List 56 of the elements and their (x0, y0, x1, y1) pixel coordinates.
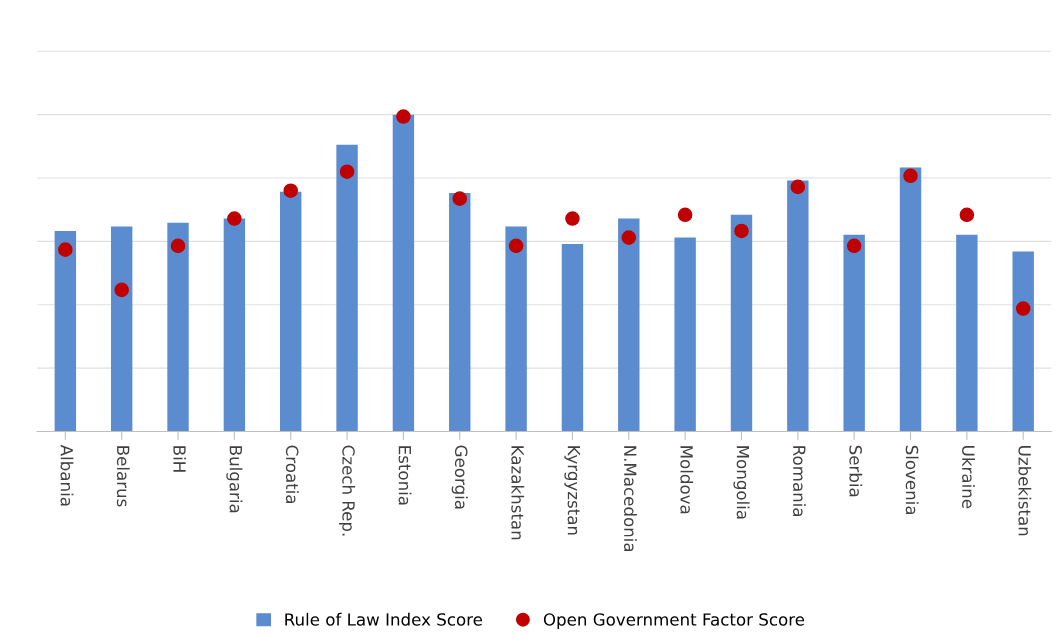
bar (505, 226, 527, 432)
point (114, 282, 129, 298)
bar (54, 230, 77, 432)
bar (730, 214, 753, 432)
x-tick-label: Kazakhstan (511, 446, 525, 540)
bar (110, 226, 133, 432)
bar (618, 218, 640, 432)
point (677, 207, 693, 223)
bar (336, 144, 358, 432)
x-tick-label: Mongolia (733, 446, 750, 519)
point (1015, 301, 1031, 316)
x-tick-label: Bulgaria (226, 446, 243, 513)
point (903, 168, 918, 184)
point (790, 179, 806, 195)
bar (1012, 251, 1034, 432)
x-tick-label: Czech Rep. (339, 445, 356, 536)
point (227, 211, 242, 226)
bar (449, 192, 471, 432)
x-tick-label: Croatia (285, 445, 299, 504)
point (339, 164, 355, 179)
point (846, 238, 862, 254)
point (621, 230, 637, 245)
x-tick-label: BiH (173, 446, 187, 472)
point (734, 223, 749, 239)
legend-label: Open Government Factor Score (543, 613, 805, 629)
x-tick-label: Moldova (680, 446, 694, 514)
point (283, 183, 299, 198)
point (959, 207, 975, 223)
point (170, 238, 186, 254)
bar (561, 243, 584, 432)
point (58, 242, 73, 257)
bar (280, 191, 302, 432)
x-tick-label: Serbia (849, 445, 863, 497)
legend-label: Rule of Law Index Score (285, 612, 483, 626)
x-tick-label: Uzbekistan (1018, 446, 1032, 536)
x-tick-label: Ukraine (962, 446, 975, 509)
point (508, 238, 524, 254)
bar (674, 237, 696, 432)
bar (392, 114, 415, 432)
x-tick-label: Estonia (398, 446, 412, 505)
bar (899, 167, 922, 432)
x-tick-label: Georgia (451, 445, 468, 509)
bar (843, 234, 865, 432)
x-tick-label: Romania (792, 446, 806, 517)
bar (223, 218, 246, 432)
bar (787, 180, 809, 432)
x-tick-label: Albania (60, 444, 74, 506)
bar (167, 222, 189, 432)
point (396, 109, 411, 124)
x-tick-label: Kyrgyzstan (564, 446, 580, 535)
x-tick-label: Slovenia (905, 445, 919, 515)
x-tick-label: N.Macedonia (623, 446, 637, 552)
bar (956, 234, 978, 432)
x-tick-label: Belarus (116, 446, 130, 507)
point (452, 191, 468, 206)
point (565, 211, 580, 226)
